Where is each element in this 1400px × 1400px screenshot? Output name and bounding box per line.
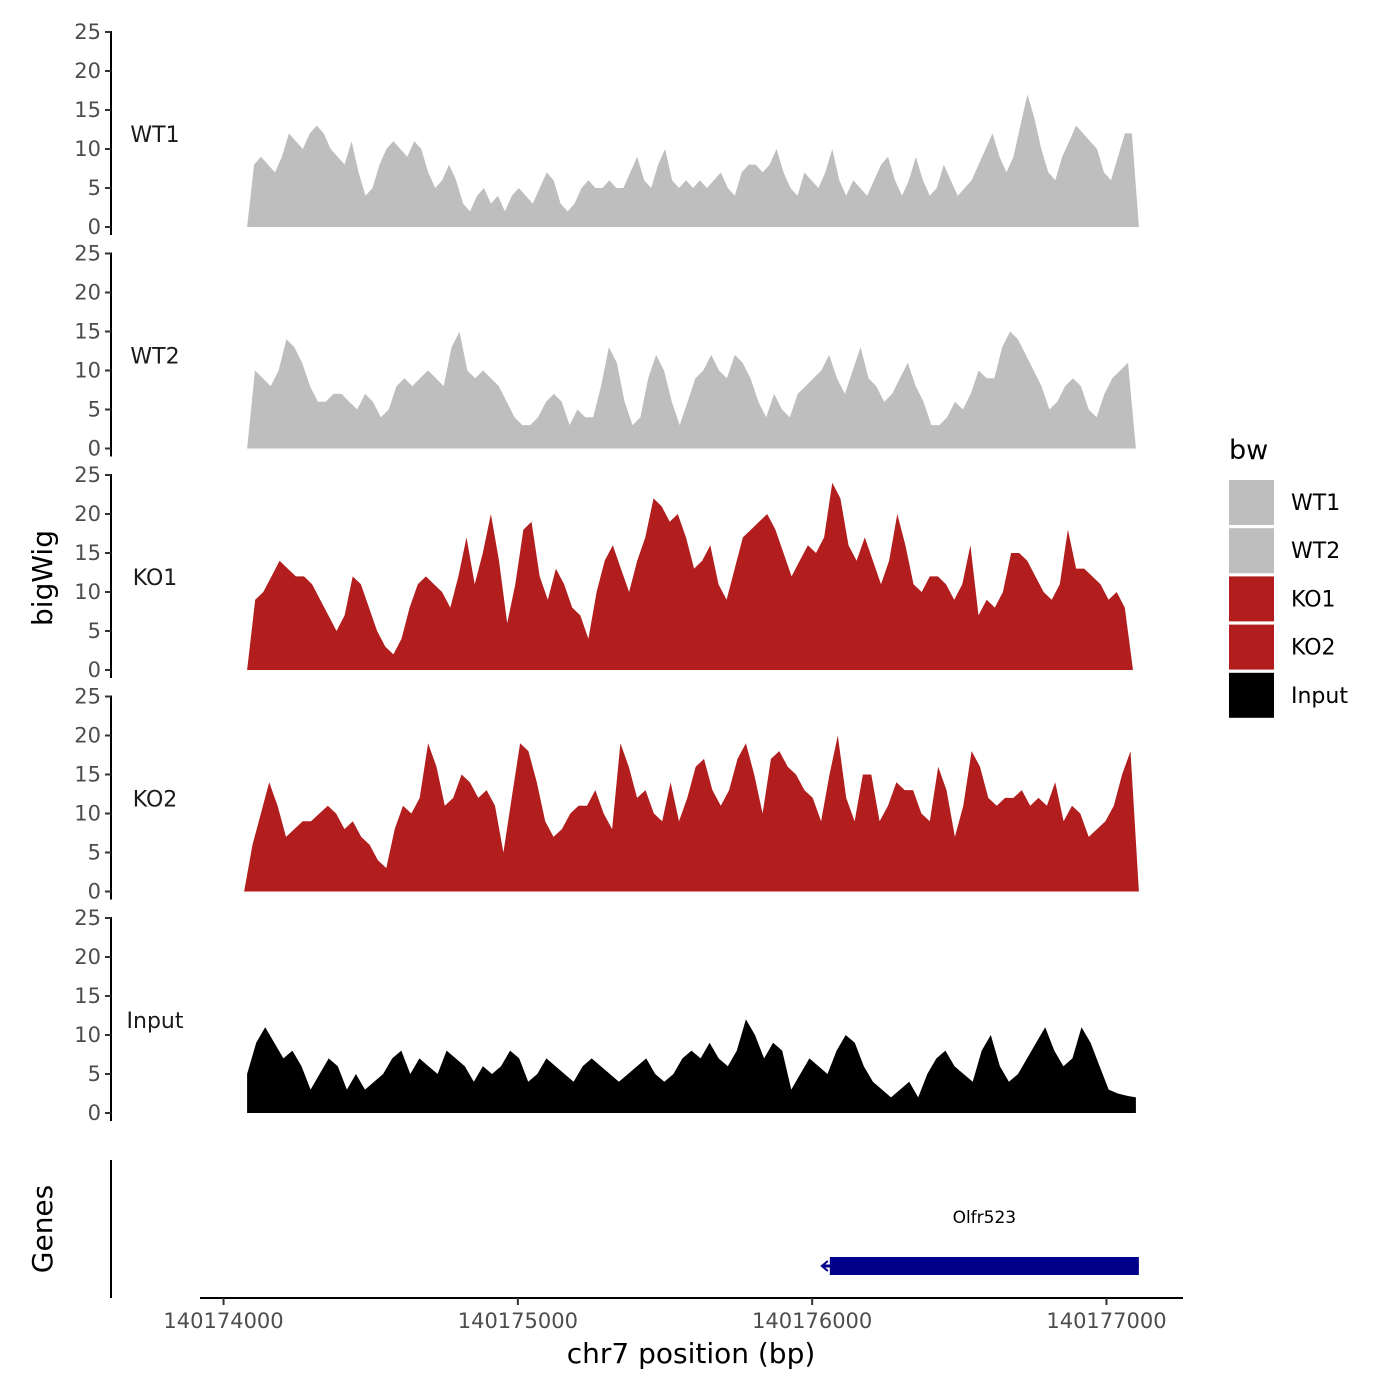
x-tick-label: 140175000: [458, 1309, 578, 1333]
track-label: KO1: [133, 566, 178, 591]
x-tick-label: 140177000: [1046, 1309, 1166, 1333]
track-wt2: 0 5 10 15 20 25 WT2: [74, 242, 1136, 461]
y-tick-label: 25: [74, 685, 101, 709]
y-tick-label: 5: [88, 398, 101, 422]
y-tick-label: 15: [74, 763, 101, 787]
x-tick-label: 140176000: [752, 1309, 872, 1333]
y-tick-label: 0: [88, 215, 101, 239]
gene-strand-arrow: [820, 1260, 829, 1272]
track-label: KO2: [133, 788, 178, 813]
track-label: WT1: [130, 123, 179, 148]
y-tick-label: 10: [74, 137, 101, 161]
y-tick-label: 5: [88, 1062, 101, 1086]
y-tick-label: 15: [74, 984, 101, 1008]
x-axis-title: chr7 position (bp): [567, 1337, 816, 1370]
legend-label-wt2: WT2: [1291, 539, 1340, 564]
legend-label-wt1: WT1: [1291, 491, 1340, 516]
area-ko1: [247, 482, 1134, 670]
legend-swatch-input: [1229, 672, 1274, 718]
y-tick-label: 20: [74, 724, 101, 748]
y-tick-label: 5: [88, 841, 101, 865]
y-tick-label: 20: [74, 945, 101, 969]
tracks-layer: 0510152025WT10510152025WT20510152025KO10…: [74, 20, 1139, 1125]
x-tick-label: 140174000: [163, 1309, 283, 1333]
legend-swatch-ko1: [1229, 576, 1274, 622]
y-tick-label: 10: [74, 359, 101, 383]
area-ko2: [244, 735, 1139, 892]
y-tick-label: 10: [74, 580, 101, 604]
y-tick-label: 25: [74, 906, 101, 930]
track-ko1: 0 5 10 15 20 25 KO1: [74, 463, 1134, 682]
area-wt2: [247, 331, 1136, 449]
legend-title: bw: [1229, 435, 1268, 466]
y-tick-label: 10: [74, 802, 101, 826]
y-tick-label: 5: [88, 619, 101, 643]
track-wt1: 0 5 10 15 20 25 WT1: [74, 20, 1139, 239]
y-tick-label: 25: [74, 20, 101, 44]
y-tick-label: 20: [74, 59, 101, 83]
y-tick-label: 10: [74, 1023, 101, 1047]
y-axis-title: bigWig: [26, 530, 59, 626]
genes-axis-title: Genes: [26, 1185, 59, 1273]
genes-panel: Olfr523: [110, 1160, 1139, 1298]
gene-name-label: Olfr523: [953, 1208, 1017, 1228]
legend-swatch-ko2: [1229, 624, 1274, 670]
track-label: WT2: [130, 345, 179, 370]
gene-exon: [829, 1257, 1139, 1275]
y-tick-label: 20: [74, 502, 101, 526]
y-tick-label: 0: [88, 880, 101, 904]
track-label: Input: [127, 1009, 184, 1034]
y-tick-label: 25: [74, 463, 101, 487]
y-tick-label: 0: [88, 1101, 101, 1125]
y-tick-label: 25: [74, 242, 101, 266]
x-axis: 140174000 140175000 140176000 140177000: [163, 1297, 1183, 1333]
y-tick-label: 15: [74, 320, 101, 344]
legend-label-ko2: KO2: [1291, 636, 1336, 661]
y-tick-label: 0: [88, 658, 101, 682]
y-tick-label: 15: [74, 98, 101, 122]
y-tick-label: 20: [74, 281, 101, 305]
legend-label-ko1: KO1: [1291, 587, 1336, 612]
y-tick-label: 0: [88, 437, 101, 461]
area-input: [247, 1019, 1136, 1113]
legend: bw WT1 WT2 KO1 KO2 Input: [1229, 435, 1348, 718]
legend-swatch-wt2: [1229, 528, 1274, 574]
legend-swatch-wt1: [1229, 480, 1274, 525]
track-input: 0 5 10 15 20 25 Input: [74, 906, 1136, 1125]
y-tick-label: 5: [88, 176, 101, 200]
track-ko2: 0 5 10 15 20 25 KO2: [74, 685, 1139, 904]
legend-label-input: Input: [1291, 684, 1348, 709]
y-tick-label: 15: [74, 541, 101, 565]
gene-olfr523: Olfr523: [820, 1208, 1139, 1275]
area-wt1: [247, 94, 1139, 228]
